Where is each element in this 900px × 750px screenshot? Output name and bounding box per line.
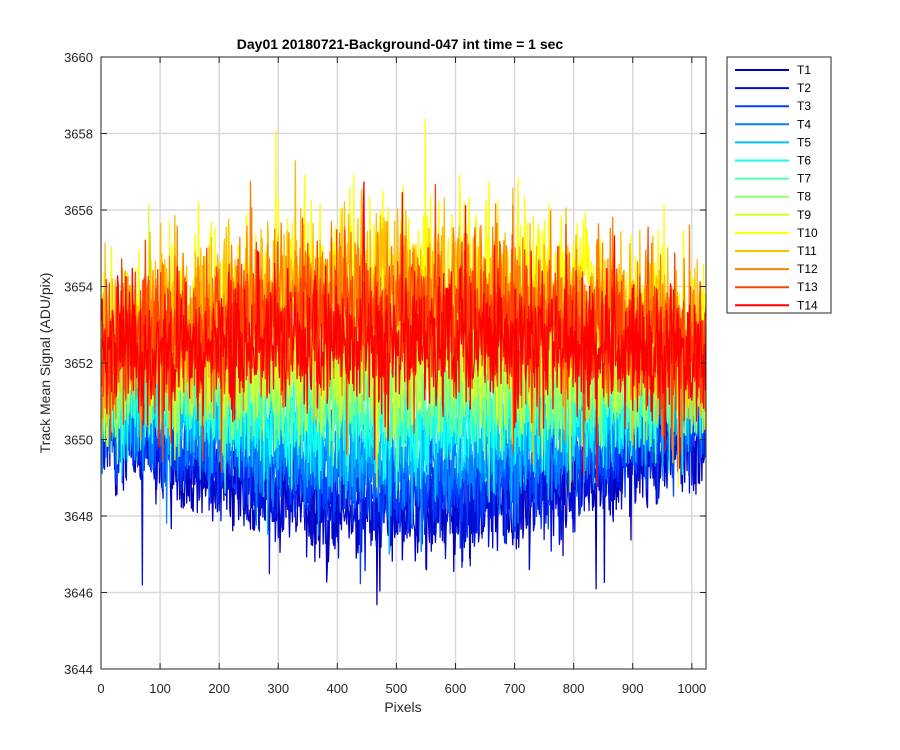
legend-label-t14: T14: [797, 298, 818, 312]
y-tick-labels: 3644 3646 3648 3650 3652 3654 3656 3658 3660: [64, 50, 93, 677]
y-tick-label: 3646: [64, 586, 93, 601]
x-tick-label: 200: [208, 681, 230, 696]
series-line-t14: [101, 181, 706, 486]
x-tick-label: 400: [326, 681, 348, 696]
x-tick-label: 900: [622, 681, 644, 696]
legend-label-t1: T1: [797, 63, 811, 77]
x-tick-label: 500: [386, 681, 408, 696]
y-tick-label: 3656: [64, 203, 93, 218]
y-tick-label: 3660: [64, 50, 93, 65]
x-tick-label: 800: [563, 681, 585, 696]
legend-label-t11: T11: [797, 244, 817, 258]
legend-label-t13: T13: [797, 280, 818, 294]
legend-label-t3: T3: [797, 99, 811, 113]
axis-ticks: [100, 56, 706, 670]
y-tick-label: 3648: [64, 509, 93, 524]
legend-label-t4: T4: [797, 117, 811, 131]
x-tick-label: 300: [267, 681, 289, 696]
legend-label-t10: T10: [797, 226, 818, 240]
legend-label-t6: T6: [797, 154, 811, 168]
series-lines: [101, 118, 706, 606]
x-tick-label: 600: [445, 681, 467, 696]
x-tick-label: 1000: [677, 681, 706, 696]
legend-label-t2: T2: [797, 81, 811, 95]
legend-box: [726, 56, 832, 314]
legend-label-t8: T8: [797, 190, 811, 204]
y-tick-label: 3658: [64, 127, 93, 142]
x-tick-labels: 0 100 200 300 400 500 600 700 800 900 1000: [97, 681, 706, 696]
legend-label-t9: T9: [797, 208, 811, 222]
chart-title: Day01 20180721-Background-047 int time =…: [237, 36, 564, 52]
legend-label-t7: T7: [797, 172, 811, 186]
y-tick-label: 3644: [64, 662, 93, 677]
y-tick-label: 3654: [64, 280, 93, 295]
x-axis-label: Pixels: [384, 699, 421, 715]
x-tick-label: 100: [149, 681, 171, 696]
y-tick-label: 3650: [64, 433, 93, 448]
y-tick-label: 3652: [64, 356, 93, 371]
legend-label-t5: T5: [797, 135, 811, 149]
y-axis-label: Track Mean Signal (ADU/pix): [37, 273, 53, 454]
x-tick-label: 700: [504, 681, 526, 696]
legend: T1 T2 T3 T4 T5 T6 T7 T8 T9 T10 T11 T12 T13 T14: [726, 56, 832, 314]
legend-label-t12: T12: [797, 262, 818, 276]
x-tick-label: 0: [97, 681, 104, 696]
